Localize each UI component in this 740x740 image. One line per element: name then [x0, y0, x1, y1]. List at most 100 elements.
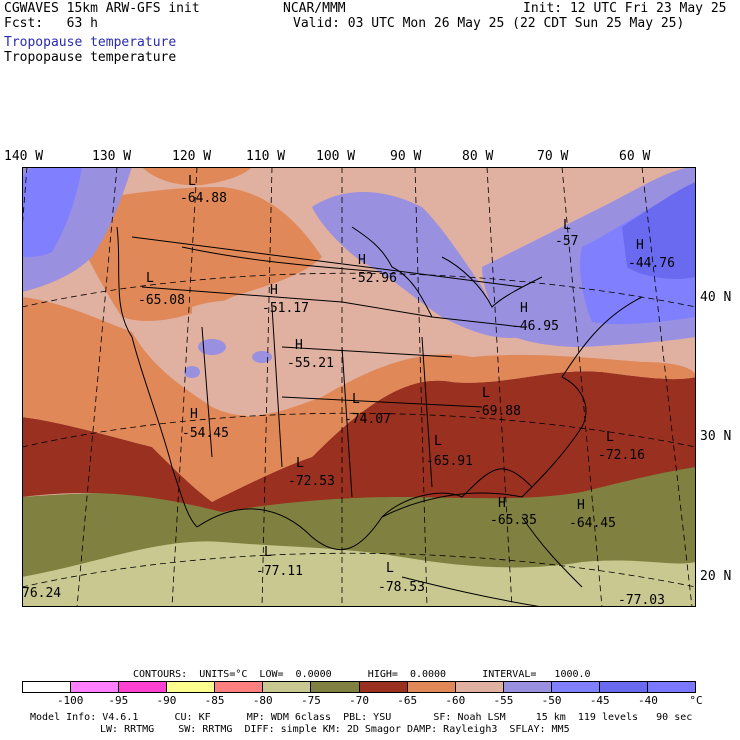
shade-blob: [184, 366, 200, 378]
colorbar-tick-label: -40: [637, 694, 658, 707]
extremum-marker: L: [386, 561, 394, 576]
colorbar-tick-label: -65: [397, 694, 418, 707]
extremum-marker: L: [563, 218, 571, 233]
map-frame: [22, 167, 696, 607]
colorbar-swatch: [167, 682, 216, 692]
colorbar-swatch: [311, 682, 360, 692]
colorbar-tick-label: -95: [108, 694, 129, 707]
extremum-value: -57: [555, 234, 578, 249]
shade-band-60-top: [142, 167, 252, 186]
shade-blob: [198, 339, 226, 355]
extremum-value: -77.11: [256, 564, 303, 579]
extremum-marker: L: [434, 434, 442, 449]
colorbar-swatch: [551, 682, 600, 692]
contours-info: CONTOURS: UNITS=°C LOW= 0.0000 HIGH= 0.0…: [133, 669, 591, 680]
colorbar-tick-label: -85: [204, 694, 225, 707]
extremum-marker: H: [295, 338, 303, 353]
shade-band-45-nw: [22, 167, 82, 257]
extremum-marker: L: [482, 386, 490, 401]
colorbar-tick-label: °C: [689, 694, 703, 707]
lat-label: 20 N: [700, 569, 732, 584]
colorbar-tick-label: -70: [349, 694, 369, 707]
extremum-value: -44.76: [628, 256, 675, 271]
physics-info: LW: RRTMG SW: RRTMG DIFF: simple KM: 2D …: [100, 724, 570, 735]
extremum-marker: H: [498, 496, 506, 511]
extremum-marker: L: [352, 392, 360, 407]
shade-band-40-ne: [622, 182, 696, 279]
extremum-marker: H: [520, 301, 528, 316]
extremum-marker: H: [358, 253, 366, 268]
extremum-value: -65.08: [138, 293, 185, 308]
colorbar-tick-label: -90: [156, 694, 177, 707]
colorbar-swatch: [599, 682, 649, 692]
extremum-value: 76.24: [22, 586, 61, 601]
extremum-value: -72.16: [598, 448, 645, 463]
lon-label: 140 W: [4, 149, 44, 164]
lon-label: 130 W: [92, 149, 132, 164]
extremum-value: -51.17: [262, 301, 309, 316]
lon-label: 60 W: [619, 149, 651, 164]
org-label: NCAR/MMM: [283, 1, 346, 16]
colorbar-swatch: [359, 682, 408, 692]
extremum-marker: H: [577, 498, 585, 513]
colorbar-tick-label: -75: [300, 694, 321, 707]
colorbar-swatch: [407, 682, 456, 692]
shade-band-55-central: [192, 300, 352, 417]
shade-band-60: [22, 297, 696, 502]
extremum-value: -64.88: [180, 191, 227, 206]
colorbar-tick-label: -55: [493, 694, 514, 707]
extremum-value: -74.07: [344, 412, 391, 427]
init-time: Init: 12 UTC Fri 23 May 25: [523, 1, 727, 16]
colorbar-tick-label: -45: [589, 694, 610, 707]
extremum-value: -64.45: [569, 516, 616, 531]
extremum-marker: H: [190, 407, 198, 422]
forecast-hour: Fcst: 63 h: [4, 16, 98, 31]
shade-band-50-nc: [312, 192, 522, 338]
boundaries: [116, 226, 643, 607]
shade-band-60-nw: [62, 187, 322, 321]
extremum-marker: L: [146, 271, 154, 286]
shade-band-65: [22, 371, 696, 512]
lon-label: 120 W: [172, 149, 212, 164]
lon-label: 80 W: [462, 149, 494, 164]
lon-label: 70 W: [537, 149, 569, 164]
extremum-marker: L: [188, 174, 196, 189]
extrema-labels: L -64.88 L -65.08 H -51.17 H -52.96 L -5…: [22, 174, 675, 607]
valid-time: Valid: 03 UTC Mon 26 May 25 (22 CDT Sun …: [293, 16, 685, 31]
lon-label: 100 W: [316, 149, 356, 164]
extremum-marker: L: [606, 430, 614, 445]
shade-blob: [252, 351, 272, 363]
colorbar-swatch: [119, 682, 168, 692]
extremum-marker: L: [264, 545, 272, 560]
model-info: Model Info: V4.6.1 CU: KF MP: WDM 6class…: [30, 712, 693, 723]
colorbar-swatch: [455, 682, 504, 692]
lat-label: 40 N: [700, 290, 732, 305]
extremum-marker: L: [296, 456, 304, 471]
field-title-colored: Tropopause temperature: [4, 35, 177, 50]
graticule: [22, 167, 696, 607]
extremum-value: -77.03: [618, 593, 665, 607]
colorbar-swatch: [263, 682, 312, 692]
shade-band-75: [22, 541, 696, 607]
extremum-value: -52.96: [350, 271, 397, 286]
colorbar-swatch: [648, 682, 696, 692]
extremum-value: -78.53: [378, 580, 425, 595]
colorbar: [22, 681, 696, 693]
model-title: CGWAVES 15km ARW-GFS init: [4, 1, 200, 16]
colorbar-tick-label: -50: [541, 694, 562, 707]
extremum-value: -54.45: [182, 426, 229, 441]
colorbar-swatch: [23, 682, 72, 692]
extremum-value: -65.91: [426, 454, 473, 469]
extremum-marker: H: [270, 283, 278, 298]
lon-label: 90 W: [390, 149, 422, 164]
tropopause-temperature-map: L -64.88 L -65.08 H -51.17 H -52.96 L -5…: [22, 167, 696, 607]
extremum-marker: H: [636, 238, 644, 253]
colorbar-tick-label: -100: [56, 694, 84, 707]
colorbar-tick-label: -60: [445, 694, 466, 707]
extremum-value: -55.21: [287, 356, 334, 371]
lon-label: 110 W: [246, 149, 286, 164]
extremum-value: -46.95: [512, 319, 559, 334]
extremum-value: -65.35: [490, 513, 537, 528]
colorbar-tick-label: -80: [252, 694, 273, 707]
colorbar-swatch: [215, 682, 264, 692]
